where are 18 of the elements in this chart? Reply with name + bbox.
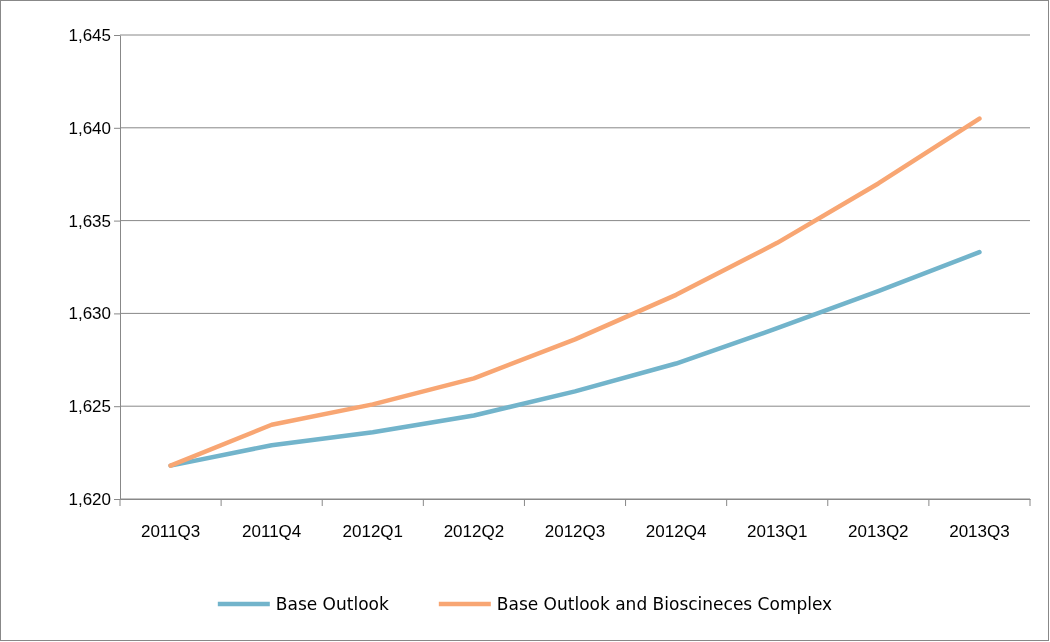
y-tick-label: 1,645: [68, 25, 111, 45]
y-tick-label: 1,620: [68, 489, 111, 509]
x-tick-label: 2012Q1: [342, 522, 404, 542]
x-tick-label: 2013Q2: [848, 522, 909, 542]
legend-label: Base Outlook: [275, 594, 389, 614]
x-tick-label: 2012Q2: [443, 522, 505, 542]
x-tick-label: 2011Q3: [140, 522, 201, 542]
y-tick-label: 1,640: [68, 118, 111, 138]
x-tick-label: 2012Q4: [645, 522, 707, 542]
x-tick-label: 2013Q1: [746, 522, 808, 542]
legend-label: Base Outlook and Bioscineces Complex: [496, 594, 833, 614]
y-tick-label: 1,630: [68, 304, 111, 324]
line-series: [168, 116, 982, 468]
x-tick-label: 2012Q3: [544, 522, 606, 542]
y-tick-label: 1,635: [68, 211, 111, 231]
x-tick-label: 2013Q3: [949, 522, 1010, 542]
x-tick-label: 2011Q4: [242, 522, 302, 542]
y-tick-label: 1,625: [68, 397, 111, 417]
